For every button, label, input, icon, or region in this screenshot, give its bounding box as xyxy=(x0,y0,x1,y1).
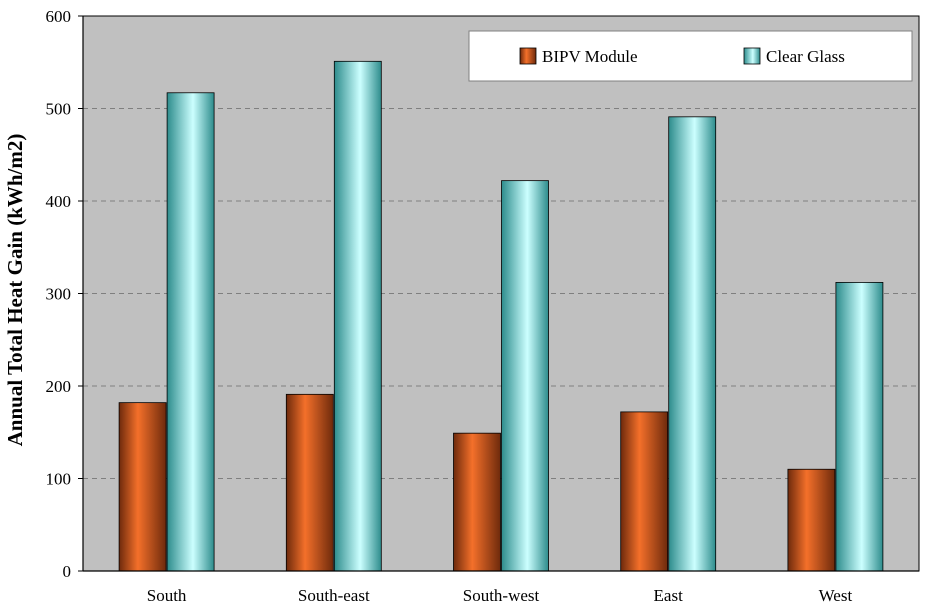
bar-clear-glass xyxy=(668,116,717,572)
bar-clear-glass xyxy=(333,60,382,572)
bar-bipv-module xyxy=(118,402,167,572)
x-category-label: South-east xyxy=(298,586,370,605)
x-category-label: East xyxy=(654,586,684,605)
x-category-label: South-west xyxy=(463,586,540,605)
y-tick-label: 400 xyxy=(46,192,72,211)
bar-bipv-module xyxy=(285,393,334,572)
y-tick-label: 600 xyxy=(46,7,72,26)
bar-clear-glass xyxy=(835,281,884,572)
y-axis-ticks: 0 100 200 300 400 500 600 xyxy=(46,7,83,581)
x-category-label: South xyxy=(147,586,187,605)
y-tick-label: 0 xyxy=(63,562,72,581)
legend-box xyxy=(468,30,913,82)
x-category-label: West xyxy=(819,586,853,605)
bar-bipv-module xyxy=(620,411,669,572)
bar-bipv-module xyxy=(453,432,501,572)
y-axis-label: Annual Total Heat Gain (kWh/m2) xyxy=(3,134,27,447)
legend-label-bipv: BIPV Module xyxy=(542,47,638,66)
bars xyxy=(118,60,884,572)
legend-label-glass: Clear Glass xyxy=(766,47,845,66)
legend-swatch-glass xyxy=(743,47,761,65)
y-tick-label: 200 xyxy=(46,377,72,396)
y-tick-label: 100 xyxy=(46,470,72,489)
y-tick-label: 300 xyxy=(46,285,72,304)
bar-bipv-module xyxy=(787,468,836,572)
y-tick-label: 500 xyxy=(46,100,72,119)
bar-clear-glass xyxy=(501,180,549,572)
gridlines xyxy=(83,108,919,479)
bar-clear-glass xyxy=(166,92,215,572)
legend: BIPV Module Clear Glass xyxy=(468,30,913,82)
x-axis-labels: South South-east South-west East West xyxy=(147,586,853,605)
legend-swatch-bipv xyxy=(519,47,537,65)
